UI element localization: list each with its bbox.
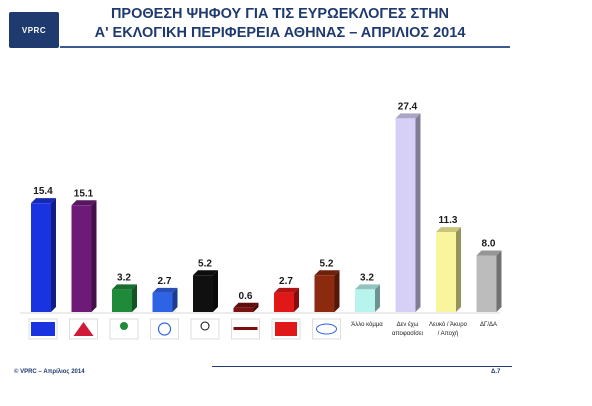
value-label-anel: 5.2 [320,258,334,269]
footer-copyright: © VPRC – Απρίλιος 2014 [14,369,85,375]
bar-front-na [476,255,497,312]
value-label-na: 8.0 [482,238,496,249]
chart-title-line1: ΠΡΟΘΕΣΗ ΨΗΦΟΥ ΓΙΑ ΤΙΣ ΕΥΡΩΕΚΛΟΓΕΣ ΣΤΗΝ [110,6,450,22]
bar-front-potami [152,292,173,312]
bar-side-elia [132,284,137,312]
bar-side-kke [294,287,299,312]
bar-top-na [476,250,502,256]
bar-side-undecided [415,113,421,312]
value-label-other: 3.2 [360,272,374,283]
bar-blank [436,227,461,312]
logo-mark-dimar [233,327,258,330]
category-label-blank: / Αποχή [438,330,459,337]
bar-dimar [233,302,259,312]
bar-top-blank [436,227,461,233]
party-logo-xa [190,318,220,340]
bar-front-dimar [233,307,254,312]
category-label-undecided: Δεν έχω [397,321,419,328]
bar-front-anel [314,275,335,312]
bar-side-dimar [253,302,259,312]
bar-nd [31,198,56,312]
logo-mark-kke [275,322,297,336]
bar-undecided [395,113,421,312]
value-label-syriza: 15.1 [74,188,94,199]
party-logo-anel [312,318,341,340]
value-label-potami: 2.7 [158,276,172,287]
bar-top-undecided [395,113,421,119]
bar-top-nd [31,198,56,204]
value-label-kke: 2.7 [279,276,293,287]
category-label-undecided: αποφασίσει [392,331,424,337]
bar-other [355,284,380,312]
bar-kke [274,287,299,312]
category-label-other: Άλλο κόμμα [351,321,383,328]
bar-syriza [71,200,97,312]
logo-mark-potami [157,322,172,336]
bar-top-other [355,284,380,290]
value-label-nd: 15.4 [33,186,53,197]
page-number: Δ.7 [491,369,501,375]
bar-front-undecided [395,118,416,312]
bar-front-kke [274,292,294,312]
value-label-xa: 5.2 [198,258,212,269]
bar-side-na [496,250,502,312]
bar-front-other [355,289,375,312]
bar-top-anel [314,270,340,276]
bar-front-xa [193,275,213,312]
bar-na [476,250,502,312]
bar-side-anel [334,270,340,312]
bar-top-elia [112,284,137,290]
logo-mark-syriza [73,322,94,336]
footer-divider [212,366,512,367]
logo-text: VPRC [21,26,47,35]
bar-elia [112,284,137,312]
bar-xa [193,270,218,312]
category-label-na: ΔΓ/ΔΑ [480,322,497,328]
value-label-elia: 3.2 [117,272,131,283]
bar-front-elia [112,289,132,312]
bar-top-kke [274,287,299,293]
bar-side-potami [172,287,178,312]
bar-top-potami [152,287,178,293]
logo-mark-elia [120,322,128,330]
title-divider [60,46,510,48]
bar-anel [314,270,340,312]
bar-side-xa [213,270,218,312]
chart-title-line2: Α' ΕΚΛΟΓΙΚΗ ΠΕΡΙΦΕΡΕΙΑ ΑΘΗΝΑΣ – ΑΠΡΙΛΙΟΣ… [94,25,466,41]
bar-side-nd [51,198,56,312]
bar-top-xa [193,270,218,276]
bar-top-syriza [71,200,97,206]
bar-front-nd [31,203,51,312]
party-logo-potami [150,318,179,340]
bar-front-blank [436,232,456,312]
bar-side-syriza [91,200,97,312]
category-label-blank: Λευκό / Άκυρο [429,321,468,328]
logo-mark-xa [200,321,210,331]
bar-potami [152,287,178,312]
value-label-dimar: 0.6 [239,291,253,302]
vprc-logo: VPRC [9,12,59,48]
value-label-undecided: 27.4 [398,101,418,112]
logo-mark-nd [31,322,55,336]
value-label-blank: 11.3 [439,215,458,226]
bar-top-dimar [233,302,259,308]
bar-side-other [375,284,380,312]
bar-front-syriza [71,205,92,312]
bar-side-blank [456,227,461,312]
logo-mark-anel [316,323,337,335]
